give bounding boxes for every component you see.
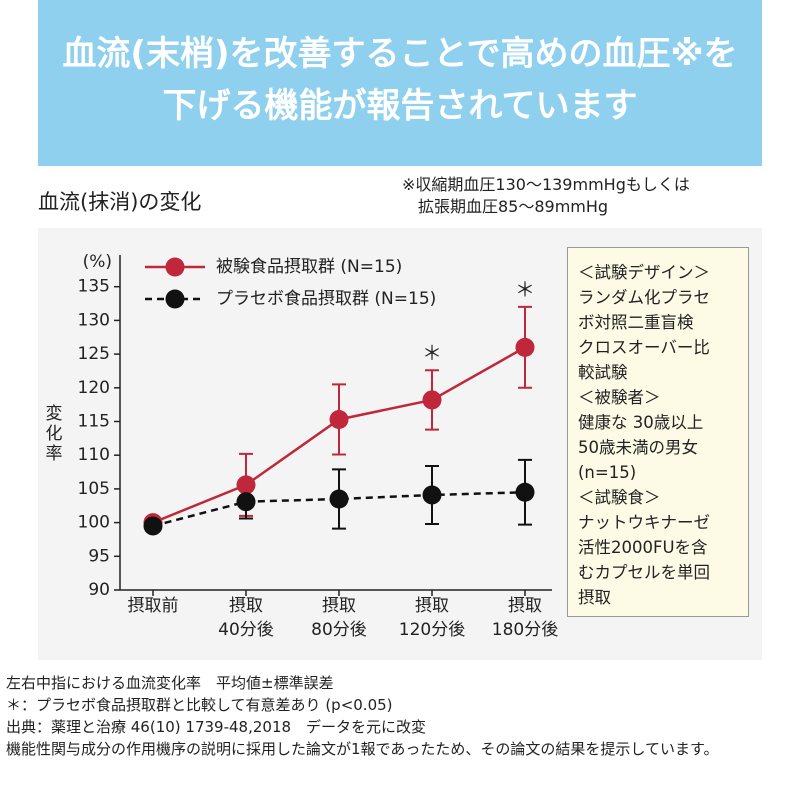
legend-marker [165,257,185,277]
note-line: 機能性関与成分の作用機序の説明に採用した論文が1報であったため、その論文の結果を… [6,740,719,758]
y-tick-label: 100 [78,513,110,533]
footnote: ※収縮期血圧130～139mmHgもしくは 拡張期血圧85～89mmHg [402,175,690,216]
header-line: 下げる機能が報告されています [162,86,638,126]
box-line: ボ対照二重盲検 [578,313,694,332]
header-line: 血流(末梢)を改善することで高めの血圧※を [62,34,738,74]
box-line: ＜被験者＞ [578,388,661,407]
box-line: (n=15) [578,463,637,482]
box-line: クロスオーバー比 [578,338,710,357]
x-tick-label: 摂取 80分後 [311,596,367,640]
data-point [236,475,256,495]
y-tick-label: 90 [88,580,110,600]
box-line: 活性2000FUを含 [578,538,708,557]
y-tick-label: 95 [88,546,110,566]
box-line: ランダム化プラセ [578,288,710,307]
box-line: 摂取 [578,588,611,607]
significance-mark: ＊ [515,277,535,301]
header: 血流(末梢)を改善することで高めの血圧※を 下げる機能が報告されています [38,0,762,166]
chart-title: 血流(抹消)の変化 [38,190,202,214]
data-point [422,485,442,505]
data-point [329,409,349,429]
box-line: ナットウキナーゼ [578,513,710,532]
box-line: ＜試験デザイン＞ [578,263,710,282]
notes: 左右中指における血流変化率 平均値±標準誤差 ＊：プラセボ食品摂取群と比較して有意… [6,672,796,760]
data-point [143,516,163,536]
box-line: 較試験 [578,363,628,382]
note-line: 出典：薬理と治療 46(10) 1739-48,2018 データを元に改変 [6,718,427,736]
x-tick-label: 摂取前 [127,596,179,616]
box-line: 健康な 30歳以上 [578,413,704,432]
data-point [515,482,535,502]
legend-label: プラセボ食品摂取群 (N=15) [216,289,436,309]
study-design-box: ＜試験デザイン＞ ランダム化プラセ ボ対照二重盲検 クロスオーバー比 較試験 ＜被験者＞ 健… [567,247,749,617]
box-line: 50歳未満の男女 [578,438,698,457]
data-point [515,337,535,357]
x-tick-label: 摂取 40分後 [218,596,274,640]
y-tick-label: 120 [78,378,110,398]
y-tick-label: 105 [78,479,110,499]
y-tick-label: 115 [78,412,110,432]
legend-marker [165,289,185,309]
y-axis-label: 変化率 [45,404,63,464]
x-tick-label: 摂取 120分後 [398,596,466,640]
data-point [329,489,349,509]
significance-mark: ＊ [422,341,442,365]
box-line: むカプセルを単回 [578,563,710,582]
y-unit: (%) [83,252,112,272]
y-tick-label: 135 [78,277,110,297]
y-tick-label: 110 [78,445,110,465]
note-line: ＊：プラセボ食品摂取群と比較して有意差あり (p<0.05) [6,696,393,714]
y-tick-label: 130 [78,310,110,330]
data-point [422,390,442,410]
series-line [152,491,526,528]
legend-label: 被験食品摂取群 (N=15) [216,257,402,277]
note-line: 左右中指における血流変化率 平均値±標準誤差 [6,674,334,692]
x-tick-label: 摂取 180分後 [491,596,559,640]
data-point [236,492,256,512]
box-line: ＜試験食＞ [578,488,661,507]
y-tick-label: 125 [78,344,110,364]
